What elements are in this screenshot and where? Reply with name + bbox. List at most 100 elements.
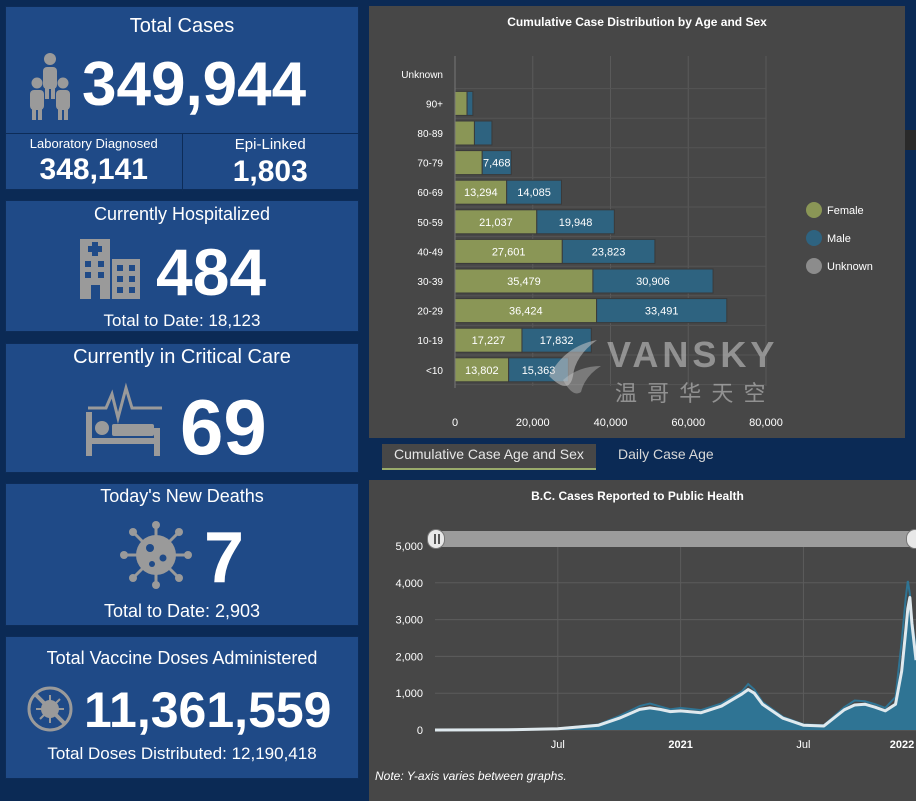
y-category-label: 70-79 — [417, 159, 443, 170]
y-category-label: 90+ — [426, 99, 443, 110]
y-category-label: 80-89 — [417, 129, 443, 140]
y-tick-label: 1,000 — [395, 688, 423, 700]
age-sex-bar-chart: 0 20,000 40,000 60,000 80,000 Unknown 90+ 80-89… — [401, 56, 873, 429]
hospitalized-value: 484 — [156, 235, 267, 309]
x-tick-label: 2022 — [890, 739, 914, 751]
virus-icon — [116, 520, 196, 590]
y-category-label: 20-29 — [417, 307, 443, 318]
vaccine-distributed: Total Doses Distributed: 12,190,418 — [47, 744, 317, 763]
bar-segment-female[interactable] — [454, 298, 598, 324]
lab-diagnosed-value: 348,141 — [39, 153, 148, 186]
bar-data-label: 33,491 — [645, 306, 679, 318]
total-cases-value: 349,944 — [82, 50, 307, 119]
case-breakdown: Laboratory Diagnosed 348,141 Epi-Linked … — [6, 133, 358, 191]
x-tick-label: 20,000 — [516, 417, 550, 429]
y-category-label: <10 — [426, 366, 443, 377]
bc-cases-area-chart: 0 1,000 2,000 3,000 4,000 5,000 Jul 2021 Jul 2022 — [395, 541, 916, 751]
y-tick-label: 5,000 — [395, 541, 423, 553]
x-tick-label: 40,000 — [594, 417, 628, 429]
bar-data-label: 21,037 — [479, 217, 513, 229]
people-icon — [26, 49, 74, 121]
bar-data-label: 35,479 — [507, 276, 541, 288]
x-tick-label: 60,000 — [671, 417, 705, 429]
page-scrollbar[interactable] — [905, 130, 916, 150]
bc-cases-chart-title: B.C. Cases Reported to Public Health — [531, 489, 744, 503]
bar-segment-male[interactable] — [592, 268, 714, 294]
legend-swatch-male — [806, 230, 822, 246]
y-category-label: 60-69 — [417, 188, 443, 199]
epi-linked-cell: Epi-Linked 1,803 — [181, 134, 359, 191]
y-category-label: 10-19 — [417, 336, 443, 347]
watermark-latin: VANSKY — [607, 334, 779, 375]
age-sex-chart-panel: Cumulative Case Distribution by Age and … — [369, 6, 905, 438]
hospital-icon — [78, 235, 142, 299]
hospitalized-total: Total to Date: 18,123 — [103, 311, 261, 330]
bar-segment-male[interactable] — [473, 120, 493, 146]
bar-data-label: 36,424 — [509, 306, 543, 318]
bar-segment-female[interactable] — [454, 120, 475, 146]
new-deaths-card: Today's New Deaths 7 Total to Date: 2,90… — [5, 483, 359, 626]
bar-segment-female[interactable] — [454, 150, 483, 176]
epi-linked-value: 1,803 — [232, 155, 308, 188]
bar-data-label: 13,802 — [465, 365, 499, 377]
bar-segment-male[interactable] — [596, 298, 728, 324]
lab-diagnosed-cell: Laboratory Diagnosed 348,141 — [6, 134, 182, 191]
bar-data-label: 27,601 — [492, 246, 526, 258]
tab-cumulative-age-sex[interactable]: Cumulative Case Age and Sex — [382, 444, 596, 470]
hospitalized-title: Currently Hospitalized — [93, 204, 271, 224]
bar-data-label: 19,948 — [559, 217, 593, 229]
watermark: VANSKY 温 哥 华 天 空 — [549, 332, 877, 406]
bar-segment-male[interactable] — [536, 209, 615, 235]
bar-data-label: 14,085 — [517, 187, 551, 199]
slider-handle-left[interactable] — [427, 529, 445, 549]
hospitalized-card: Currently Hospitalized 484 Total to Date… — [5, 200, 359, 332]
bar-segment-male[interactable] — [506, 179, 562, 205]
reported-cases-spikes — [434, 580, 916, 731]
critical-care-card: Currently in Critical Care 69 — [5, 343, 359, 473]
bar-data-label: 17,227 — [472, 335, 506, 347]
chart-tabs: Cumulative Case Age and Sex Daily Case A… — [369, 438, 916, 472]
tab-daily-case-age[interactable]: Daily Case Age — [618, 446, 714, 462]
critical-care-title: Currently in Critical Care — [73, 346, 291, 368]
bc-cases-chart-panel: B.C. Cases Reported to Public Health 0 1,… — [369, 480, 916, 801]
bar-segment-female[interactable] — [454, 357, 510, 383]
bar-segment-female[interactable] — [454, 238, 563, 264]
bar-segment-female[interactable] — [454, 327, 523, 353]
y-tick-label: 2,000 — [395, 651, 423, 663]
vaccine-title: Total Vaccine Doses Administered — [46, 648, 318, 668]
y-category-label: 40-49 — [417, 247, 443, 258]
bar-segment-male[interactable] — [561, 238, 656, 264]
lab-diagnosed-label: Laboratory Diagnosed — [29, 136, 158, 151]
bar-segment-male[interactable] — [481, 150, 512, 176]
y-category-label: 50-59 — [417, 218, 443, 229]
vaccine-value: 11,361,559 — [84, 682, 332, 738]
bar-segment-male[interactable] — [466, 90, 474, 116]
bar-data-label: 23,823 — [592, 246, 626, 258]
vaccine-card: Total Vaccine Doses Administered 11,361,… — [5, 636, 359, 779]
moving-average-line — [434, 596, 916, 732]
bar-data-label: 17,832 — [540, 335, 574, 347]
new-deaths-value: 7 — [204, 518, 245, 598]
critical-care-value: 69 — [180, 383, 267, 471]
legend-label: Female — [827, 205, 864, 217]
legend-label: Male — [827, 233, 851, 245]
bar-segment-female[interactable] — [454, 90, 468, 116]
daily-cases-area[interactable] — [435, 597, 916, 730]
total-cases-card: Total Cases 349,944 Laboratory Diagnosed… — [5, 6, 359, 191]
no-virus-icon — [26, 685, 74, 733]
y-tick-label: 0 — [417, 725, 423, 737]
slider-handle-right[interactable] — [906, 529, 916, 549]
y-tick-label: 4,000 — [395, 578, 423, 590]
bar-data-label: 30,906 — [636, 276, 670, 288]
x-tick-label: Jul — [551, 739, 565, 751]
x-tick-label: 2021 — [668, 739, 692, 751]
bar-data-label: 15,363 — [522, 365, 556, 377]
x-tick-label: 0 — [452, 417, 458, 429]
watermark-cjk: 温 哥 华 天 空 — [615, 381, 768, 406]
y-category-label: Unknown — [401, 70, 443, 81]
legend-swatch-female — [806, 202, 822, 218]
y-tick-label: 3,000 — [395, 615, 423, 627]
time-range-slider[interactable] — [431, 531, 916, 547]
y-axis-note: Note: Y-axis varies between graphs. — [375, 769, 567, 783]
bar-data-label: 13,294 — [464, 187, 498, 199]
